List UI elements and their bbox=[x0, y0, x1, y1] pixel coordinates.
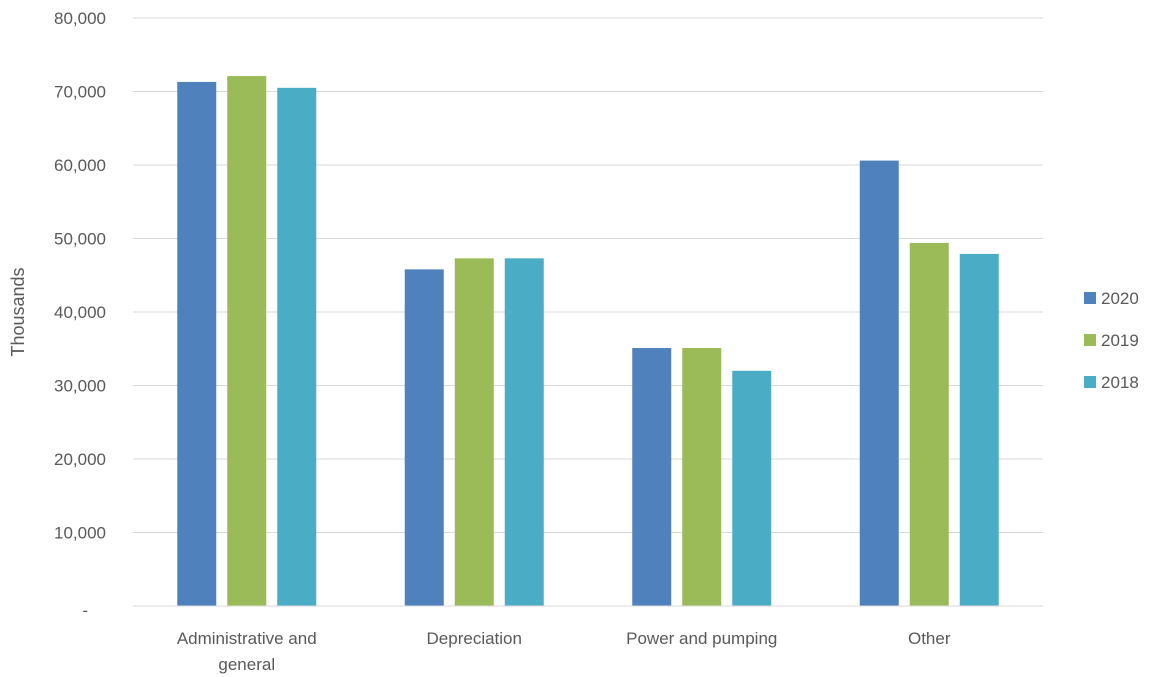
bar-2019 bbox=[682, 348, 722, 606]
bar-2018 bbox=[277, 87, 317, 606]
bar-2020 bbox=[859, 160, 899, 606]
y-tick-label: 80,000 bbox=[54, 9, 106, 28]
bar-2019 bbox=[227, 76, 267, 606]
x-category-label: general bbox=[218, 655, 275, 674]
x-category-label: Power and pumping bbox=[626, 629, 777, 648]
bar-2020 bbox=[177, 81, 217, 606]
y-tick-label: 50,000 bbox=[54, 230, 106, 249]
y-tick-label: 40,000 bbox=[54, 303, 106, 322]
x-category-label: Other bbox=[908, 629, 951, 648]
gridlines bbox=[133, 17, 1043, 533]
y-axis-title: Thousands bbox=[8, 267, 28, 356]
x-axis-category-labels: Administrative and general Depreciation Pow… bbox=[177, 629, 951, 674]
legend-swatch-2019 bbox=[1084, 334, 1096, 346]
x-category-label: Depreciation bbox=[427, 629, 522, 648]
bar-2018 bbox=[959, 253, 999, 606]
y-tick-label: - bbox=[82, 601, 88, 620]
legend-label: 2020 bbox=[1101, 289, 1139, 308]
legend-label: 2019 bbox=[1101, 331, 1139, 350]
bar-2018 bbox=[732, 370, 772, 606]
legend-swatch-2020 bbox=[1084, 292, 1096, 304]
bar-2020 bbox=[632, 348, 672, 606]
bars bbox=[177, 76, 999, 606]
y-tick-label: 30,000 bbox=[54, 377, 106, 396]
legend: 2020 2019 2018 bbox=[1084, 289, 1139, 392]
y-tick-label: 70,000 bbox=[54, 83, 106, 102]
bar-2020 bbox=[404, 269, 444, 606]
y-tick-label: 20,000 bbox=[54, 450, 106, 469]
legend-swatch-2018 bbox=[1084, 376, 1096, 388]
y-tick-label: 10,000 bbox=[54, 524, 106, 543]
bar-2018 bbox=[504, 258, 544, 606]
bar-2019 bbox=[909, 242, 949, 606]
bar-2019 bbox=[454, 258, 494, 606]
y-axis-tick-labels: - 10,000 20,000 30,000 40,000 50,000 60,000 70,… bbox=[54, 9, 106, 620]
y-tick-label: 60,000 bbox=[54, 156, 106, 175]
legend-label: 2018 bbox=[1101, 373, 1139, 392]
x-category-label: Administrative and bbox=[177, 629, 317, 648]
